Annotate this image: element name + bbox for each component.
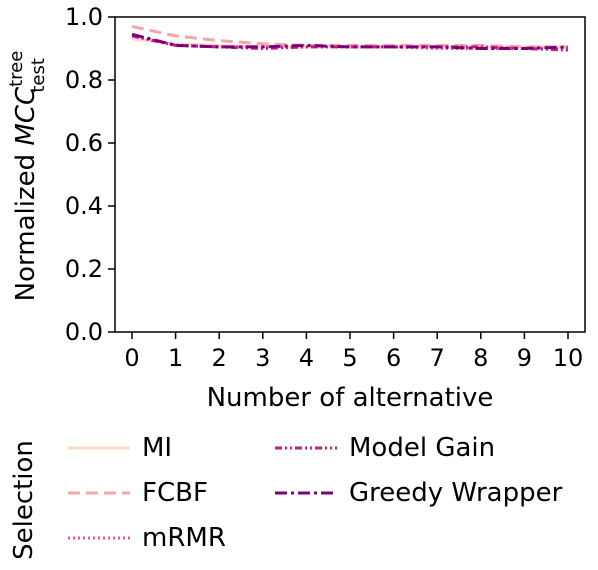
y-tick-label: 0.0 bbox=[65, 318, 103, 346]
x-tick-label: 3 bbox=[255, 344, 270, 372]
y-tick-label: 0.2 bbox=[65, 255, 103, 283]
x-tick-label: 6 bbox=[386, 344, 401, 372]
x-tick-label: 1 bbox=[168, 344, 183, 372]
series-lines bbox=[131, 24, 569, 52]
legend: MI FCBF mRMR Model Gain Greedy Wrapper bbox=[68, 433, 563, 553]
series-line-fcbf bbox=[131, 24, 568, 49]
x-tick-label: 10 bbox=[553, 344, 584, 372]
legend-label: Model Gain bbox=[349, 433, 495, 463]
y-tick-label: 0.6 bbox=[65, 129, 103, 157]
x-tick-label: 0 bbox=[124, 344, 139, 372]
legend-title: Selection bbox=[9, 440, 39, 560]
plot-frame bbox=[114, 16, 586, 333]
series-line-model-gain bbox=[131, 34, 569, 52]
x-axis-label: Number of alternative bbox=[207, 383, 494, 413]
series-line-greedy-wrapper bbox=[131, 32, 569, 50]
y-tick-label: 0.4 bbox=[65, 192, 103, 220]
x-tick-label: 9 bbox=[517, 344, 532, 372]
y-axis-label: Normalized MCCtreetest bbox=[6, 51, 49, 302]
legend-label: Greedy Wrapper bbox=[349, 478, 563, 508]
x-tick-label: 8 bbox=[473, 344, 488, 372]
y-tick-label: 0.8 bbox=[65, 66, 103, 94]
x-tick-label: 2 bbox=[212, 344, 227, 372]
x-tick-label: 5 bbox=[342, 344, 357, 372]
y-tick-label: 1.0 bbox=[65, 3, 103, 31]
y-axis: 0.0 0.2 0.4 0.6 0.8 1.0 bbox=[65, 3, 115, 346]
x-axis: 0 1 2 3 4 5 6 7 8 9 10 bbox=[124, 332, 583, 372]
x-tick-label: 4 bbox=[299, 344, 314, 372]
x-tick-label: 7 bbox=[430, 344, 445, 372]
legend-label: MI bbox=[142, 433, 172, 463]
legend-label: mRMR bbox=[142, 523, 226, 553]
legend-label: FCBF bbox=[142, 478, 208, 508]
